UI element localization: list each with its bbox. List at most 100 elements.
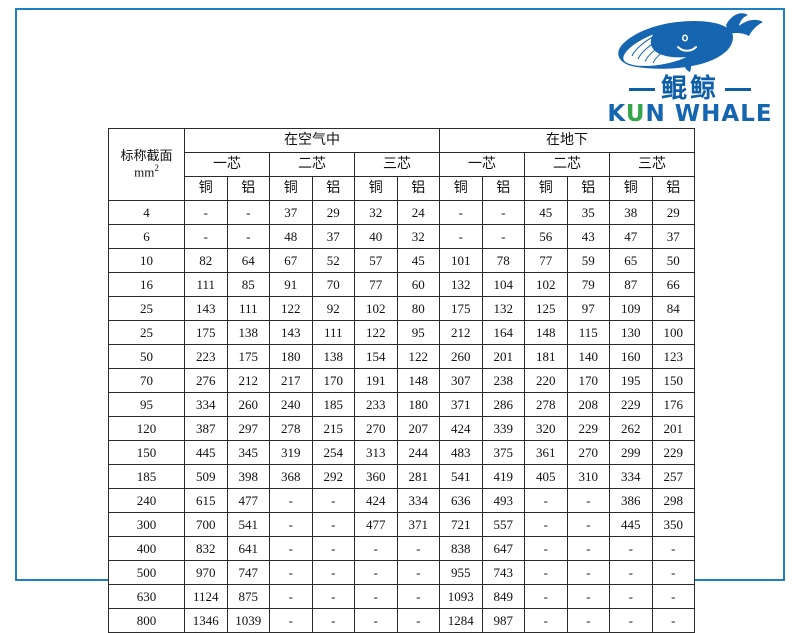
cell-nominal-section: 400 bbox=[108, 536, 185, 561]
cell-ampacity: 334 bbox=[609, 464, 653, 489]
cell-ampacity: 386 bbox=[609, 488, 653, 513]
cell-ampacity: - bbox=[269, 536, 313, 561]
cell-ampacity: 77 bbox=[524, 248, 568, 273]
cell-ampacity: 371 bbox=[396, 512, 440, 537]
cell-ampacity: 292 bbox=[311, 464, 355, 489]
cell-ampacity: 195 bbox=[609, 368, 653, 393]
cell-ampacity: - bbox=[396, 608, 440, 633]
table-row: 10 82 64 67 52 57 45 101 78 77 59 65 50 bbox=[108, 248, 696, 273]
cell-ampacity: 115 bbox=[566, 320, 610, 345]
cell-ampacity: 29 bbox=[651, 200, 696, 225]
table-header: 标称截面 mm2 在空气中 在地下 一芯 二芯 三芯 一芯 二芯 三芯 铜 铝 … bbox=[108, 128, 696, 201]
cell-ampacity: - bbox=[269, 608, 313, 633]
cell-ampacity: - bbox=[311, 584, 355, 609]
cell-ampacity: 82 bbox=[184, 248, 228, 273]
cell-ampacity: 50 bbox=[651, 248, 696, 273]
cell-ampacity: 207 bbox=[396, 416, 440, 441]
cell-ampacity: 32 bbox=[396, 224, 440, 249]
cell-ampacity: 160 bbox=[609, 344, 653, 369]
cell-ampacity: 130 bbox=[609, 320, 653, 345]
cell-ampacity: - bbox=[481, 224, 525, 249]
cell-nominal-section: 4 bbox=[108, 200, 185, 225]
table-header-row-cores: 一芯 二芯 三芯 一芯 二芯 三芯 bbox=[109, 152, 696, 177]
cell-ampacity: 229 bbox=[609, 392, 653, 417]
cell-ampacity: 148 bbox=[396, 368, 440, 393]
cell-ampacity: 70 bbox=[311, 272, 355, 297]
cell-ampacity: - bbox=[184, 224, 228, 249]
cell-ampacity: 445 bbox=[184, 440, 228, 465]
header-material: 铜 bbox=[609, 176, 653, 201]
table-row: 800 1346 1039- - - -1284 987- - - - bbox=[108, 608, 696, 633]
cell-ampacity: 445 bbox=[609, 512, 653, 537]
cell-ampacity: 987 bbox=[481, 608, 525, 633]
cell-ampacity: 281 bbox=[396, 464, 440, 489]
cell-ampacity: 132 bbox=[439, 272, 483, 297]
logo-english-accent: U bbox=[625, 101, 646, 127]
cell-ampacity: 84 bbox=[651, 296, 696, 321]
cell-ampacity: 102 bbox=[524, 272, 568, 297]
cell-ampacity: 148 bbox=[524, 320, 568, 345]
cell-ampacity: - bbox=[524, 512, 568, 537]
cell-ampacity: 278 bbox=[524, 392, 568, 417]
cell-ampacity: 298 bbox=[651, 488, 696, 513]
cell-ampacity: 176 bbox=[651, 392, 696, 417]
cell-ampacity: 170 bbox=[311, 368, 355, 393]
cell-ampacity: 45 bbox=[524, 200, 568, 225]
cable-ampacity-table-container: 标称截面 mm2 在空气中 在地下 一芯 二芯 三芯 一芯 二芯 三芯 铜 铝 … bbox=[108, 128, 696, 633]
cell-ampacity: - bbox=[439, 224, 483, 249]
cell-ampacity: 215 bbox=[311, 416, 355, 441]
logo-english-text: KUN WHALE bbox=[602, 102, 778, 127]
cell-ampacity: 313 bbox=[354, 440, 398, 465]
cell-ampacity: 191 bbox=[354, 368, 398, 393]
cell-nominal-section: 240 bbox=[108, 488, 185, 513]
cell-ampacity: 180 bbox=[396, 392, 440, 417]
cell-ampacity: 52 bbox=[311, 248, 355, 273]
cell-ampacity: 132 bbox=[481, 296, 525, 321]
logo-english-suffix: N WHALE bbox=[645, 101, 773, 127]
cell-nominal-section: 50 bbox=[108, 344, 185, 369]
cell-ampacity: 647 bbox=[481, 536, 525, 561]
cell-ampacity: 92 bbox=[311, 296, 355, 321]
cell-ampacity: - bbox=[311, 560, 355, 585]
cell-ampacity: 240 bbox=[269, 392, 313, 417]
table-row: 150 445 345 319 254 313 244 483 375 361 270 299 229 bbox=[108, 440, 696, 465]
header-material: 铜 bbox=[269, 176, 313, 201]
cell-ampacity: 276 bbox=[184, 368, 228, 393]
header-material: 铝 bbox=[651, 176, 696, 201]
cell-ampacity: 43 bbox=[566, 224, 610, 249]
cell-ampacity: 509 bbox=[184, 464, 228, 489]
cell-ampacity: 832 bbox=[184, 536, 228, 561]
cell-ampacity: 150 bbox=[651, 368, 696, 393]
cell-ampacity: 201 bbox=[651, 416, 696, 441]
cell-ampacity: 557 bbox=[481, 512, 525, 537]
cell-ampacity: 320 bbox=[524, 416, 568, 441]
cell-ampacity: 419 bbox=[481, 464, 525, 489]
cell-ampacity: 477 bbox=[226, 488, 270, 513]
cell-ampacity: - bbox=[354, 584, 398, 609]
cell-ampacity: - bbox=[566, 560, 610, 585]
cell-ampacity: 111 bbox=[311, 320, 355, 345]
cell-ampacity: 212 bbox=[226, 368, 270, 393]
cell-nominal-section: 25 bbox=[108, 296, 185, 321]
cell-ampacity: 278 bbox=[269, 416, 313, 441]
whale-icon bbox=[618, 13, 763, 72]
table-row: 70 276 212 217 170 191 148 307 238 220 170 195 150 bbox=[108, 368, 696, 393]
logo-chinese-row: 鲲鲸 bbox=[602, 75, 778, 103]
cell-ampacity: 37 bbox=[269, 200, 313, 225]
cell-ampacity: - bbox=[651, 536, 696, 561]
cell-ampacity: 66 bbox=[651, 272, 696, 297]
cell-ampacity: 122 bbox=[396, 344, 440, 369]
cell-ampacity: 220 bbox=[524, 368, 568, 393]
header-environment-underground: 在地下 bbox=[438, 128, 696, 153]
cell-ampacity: 122 bbox=[354, 320, 398, 345]
cell-ampacity: 238 bbox=[481, 368, 525, 393]
table-row: 400 832 641- - - -838 647- - - - bbox=[108, 536, 696, 561]
cell-ampacity: 721 bbox=[439, 512, 483, 537]
cell-ampacity: 38 bbox=[609, 200, 653, 225]
cell-ampacity: 29 bbox=[311, 200, 355, 225]
cell-ampacity: 111 bbox=[184, 272, 228, 297]
cell-ampacity: 838 bbox=[439, 536, 483, 561]
cell-ampacity: 109 bbox=[609, 296, 653, 321]
cell-nominal-section: 120 bbox=[108, 416, 185, 441]
cell-ampacity: 37 bbox=[311, 224, 355, 249]
